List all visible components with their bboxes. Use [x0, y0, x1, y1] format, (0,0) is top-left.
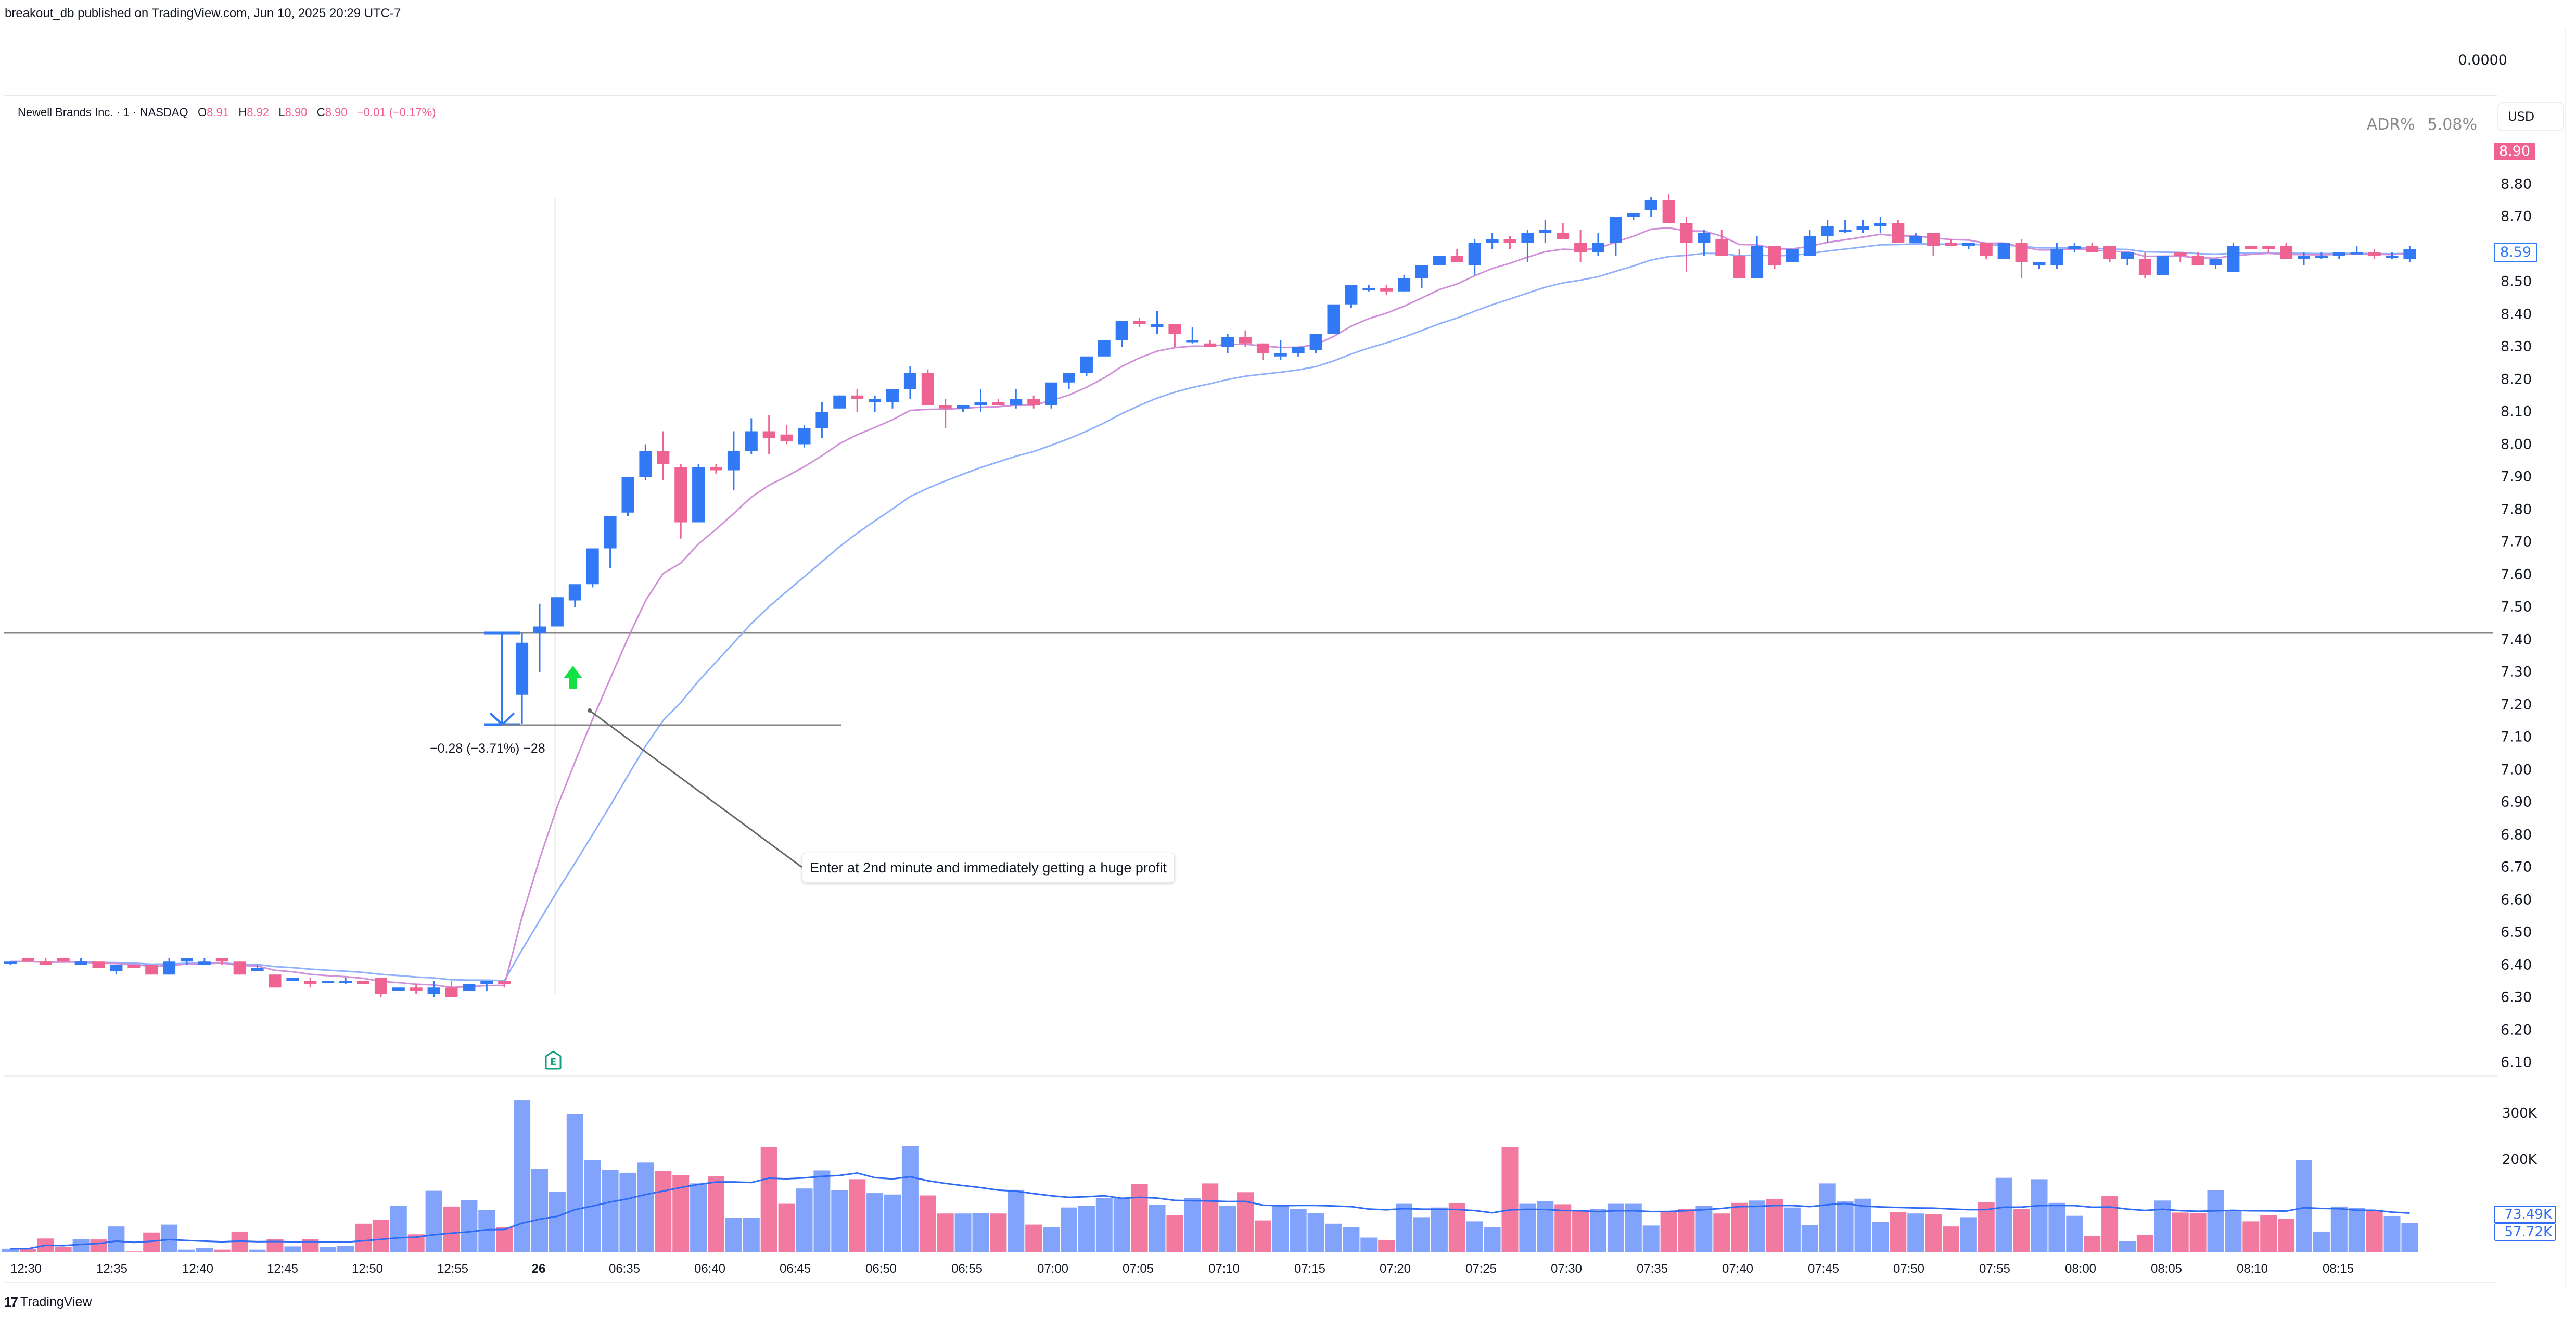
time-axis-label: 07:50: [1893, 1262, 1925, 1276]
footer: 17 TradingView: [4, 1294, 92, 1310]
price-axis-label: 7.20: [2501, 696, 2532, 713]
time-axis-label: 12:55: [437, 1262, 469, 1276]
price-axis-label: 8.80: [2501, 176, 2532, 192]
price-axis-label: 6.10: [2501, 1054, 2532, 1071]
time-axis-label: 08:00: [2064, 1262, 2097, 1276]
price-axis-label: 8.30: [2501, 338, 2532, 355]
time-axis-label: 12:45: [266, 1262, 299, 1276]
time-axis-label: 08:05: [2150, 1262, 2183, 1276]
adr-indicator[interactable]: ADR% 5.08%: [2367, 116, 2477, 134]
price-axis-label: 7.30: [2501, 664, 2532, 680]
callout-connector: [589, 709, 802, 868]
price-axis-label: 8.40: [2501, 306, 2532, 322]
earnings-icon[interactable]: E: [544, 1050, 562, 1070]
price-axis-label: 7.50: [2501, 599, 2532, 615]
indicator-axis-value: 0.0000: [2458, 52, 2507, 68]
price-axis-label: 7.40: [2501, 631, 2532, 648]
time-axis-label: 12:30: [10, 1262, 42, 1276]
time-axis-label: 07:45: [1807, 1262, 1840, 1276]
time-axis-label: 07:40: [1721, 1262, 1754, 1276]
time-axis-label: 07:25: [1465, 1262, 1497, 1276]
time-axis-label: 12:35: [96, 1262, 128, 1276]
right-border: [2565, 27, 2566, 1287]
price-axis-label: 7.70: [2501, 534, 2532, 550]
close-label: C: [316, 106, 325, 119]
price-axis-label: 7.60: [2501, 566, 2532, 582]
ma-price-badge: 8.59: [2494, 242, 2537, 262]
time-axis-label: 08:15: [2322, 1262, 2354, 1276]
time-axis-label: 06:50: [865, 1262, 897, 1276]
time-axis-border: [4, 1282, 2497, 1283]
time-axis-label: 06:55: [951, 1262, 983, 1276]
brand-name: TradingView: [20, 1295, 92, 1309]
price-axis-label: 8.00: [2501, 436, 2532, 452]
time-axis-label: 06:45: [779, 1262, 811, 1276]
price-axis-label: 7.80: [2501, 501, 2532, 517]
time-axis-label: 07:30: [1550, 1262, 1583, 1276]
price-axis-label: 7.10: [2501, 729, 2532, 745]
price-axis-label: 6.90: [2501, 794, 2532, 810]
time-axis-label: 12:50: [351, 1262, 384, 1276]
open-label: O: [198, 106, 207, 119]
symbol-name[interactable]: Newell Brands Inc. · 1 · NASDAQ: [18, 106, 188, 119]
price-axis-label: 6.20: [2501, 1022, 2532, 1038]
time-axis-label: 07:10: [1208, 1262, 1240, 1276]
high-label: H: [238, 106, 247, 119]
price-axis-label: 8.20: [2501, 371, 2532, 387]
time-axis-label: 07:00: [1037, 1262, 1069, 1276]
change-value: −0.01 (−0.17%): [356, 106, 436, 119]
price-axis-label: 6.60: [2501, 892, 2532, 908]
low-value: 8.90: [285, 106, 308, 119]
price-axis-label: 8.70: [2501, 208, 2532, 225]
time-axis-label: 26: [531, 1262, 546, 1276]
price-axis-label: 7.00: [2501, 762, 2532, 778]
entry-arrow-icon: [564, 666, 582, 689]
last-price-badge: 8.90: [2494, 143, 2535, 160]
time-axis-label: 07:15: [1294, 1262, 1326, 1276]
svg-text:E: E: [550, 1057, 556, 1068]
time-axis-label: 06:35: [608, 1262, 641, 1276]
price-axis-label: 6.70: [2501, 859, 2532, 876]
price-axis-label: 8.10: [2501, 403, 2532, 420]
volume-badge: 57.72K: [2494, 1223, 2556, 1241]
ema-slow-line: [10, 243, 2410, 982]
publish-info: breakout_db published on TradingView.com…: [5, 6, 401, 20]
high-value: 8.92: [247, 106, 270, 119]
currency-button[interactable]: USD: [2497, 102, 2564, 131]
time-axis-label: 07:05: [1122, 1262, 1154, 1276]
price-axis-label: 8.50: [2501, 273, 2532, 290]
price-axis-label: 6.30: [2501, 989, 2532, 1006]
price-range-measure[interactable]: [484, 631, 841, 726]
pane-separator[interactable]: [4, 1075, 2497, 1077]
callout-note[interactable]: Enter at 2nd minute and immediately gett…: [802, 853, 1175, 883]
candles: [4, 194, 2416, 997]
volume-ma-badge: 73.49K: [2494, 1206, 2556, 1223]
open-value: 8.91: [207, 106, 229, 119]
close-value: 8.90: [325, 106, 348, 119]
time-axis-label: 08:10: [2236, 1262, 2268, 1276]
volume-axis-label: 300K: [2502, 1106, 2537, 1121]
price-axis-label: 6.80: [2501, 827, 2532, 843]
measure-result[interactable]: −0.28 (−3.71%) −28: [430, 741, 545, 756]
volume-bars: [2, 1100, 2418, 1252]
volume-axis-label: 200K: [2502, 1152, 2537, 1168]
time-axis-label: 06:40: [694, 1262, 726, 1276]
low-label: L: [278, 106, 285, 119]
time-axis-label: 12:40: [182, 1262, 214, 1276]
indicator-pane: [4, 27, 2497, 96]
tradingview-logo-icon: 17: [4, 1294, 18, 1310]
price-axis-label: 6.50: [2501, 924, 2532, 941]
adr-label: ADR%: [2366, 116, 2415, 134]
volume-ma-line: [10, 1172, 2410, 1250]
time-axis-label: 07:35: [1636, 1262, 1668, 1276]
price-axis-label: 7.90: [2501, 468, 2532, 485]
time-axis-label: 07:20: [1379, 1262, 1411, 1276]
time-axis-label: 07:55: [1979, 1262, 2011, 1276]
price-axis-label: 6.40: [2501, 957, 2532, 973]
symbol-legend: Newell Brands Inc. · 1 · NASDAQ O8.91 H8…: [18, 106, 436, 119]
adr-value: 5.08%: [2427, 116, 2477, 134]
